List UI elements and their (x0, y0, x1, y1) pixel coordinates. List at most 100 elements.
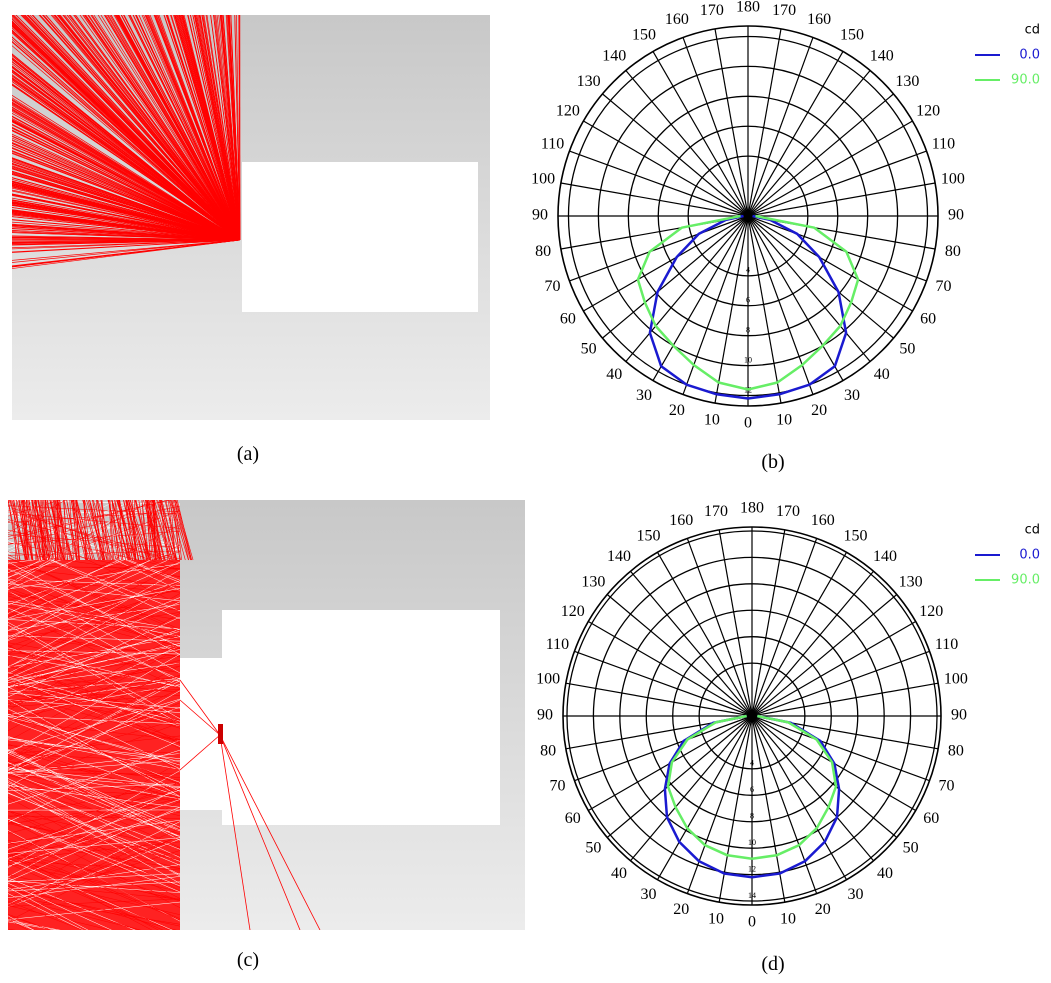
angle-label: 80 (540, 743, 556, 760)
angle-label: 100 (531, 171, 555, 188)
angle-label: 180 (740, 500, 764, 517)
target-plate (222, 610, 500, 825)
angle-label: 10 (776, 412, 792, 429)
angle-label: 140 (602, 47, 626, 64)
series-line (650, 216, 748, 399)
caption: (d) (761, 953, 784, 975)
ray (8, 469, 180, 501)
angle-label: 70 (545, 278, 561, 295)
angle-label: 160 (811, 512, 835, 529)
angle-label: 90 (532, 207, 548, 224)
angle-label: 160 (665, 11, 689, 28)
caption: (a) (237, 443, 259, 465)
angle-label: 20 (669, 402, 685, 419)
angle-label: 50 (899, 340, 915, 357)
angle-label: 40 (611, 865, 627, 882)
angle-label: 80 (945, 243, 961, 260)
angle-label: 20 (815, 901, 831, 918)
angle-label: 150 (632, 27, 656, 44)
legend-label: 90.0 (1011, 573, 1040, 588)
angle-label: 100 (536, 671, 560, 688)
ray (8, 447, 180, 504)
angle-label: 50 (903, 840, 919, 857)
angle-label: 170 (776, 503, 800, 520)
angle-label: 70 (549, 777, 565, 794)
legend-label: 0.0 (1019, 548, 1040, 563)
angle-label: 120 (561, 603, 585, 620)
series-line (665, 716, 752, 877)
angle-label: 90 (537, 707, 553, 724)
angle-label: 50 (585, 840, 601, 857)
angle-label: 90 (951, 707, 967, 724)
angle-label: 10 (704, 412, 720, 429)
angle-label: 70 (939, 777, 955, 794)
series-line (748, 216, 846, 399)
target-plate (242, 162, 478, 312)
angle-label: 90 (948, 207, 964, 224)
ray (8, 929, 180, 953)
angle-label: 120 (556, 103, 580, 120)
angle-label: 80 (535, 243, 551, 260)
angle-label: 60 (920, 311, 936, 328)
angle-label: 60 (560, 311, 576, 328)
angle-label: 100 (944, 671, 968, 688)
angle-label: 60 (565, 810, 581, 827)
angle-label: 150 (840, 27, 864, 44)
angle-label: 30 (844, 387, 860, 404)
angle-label: 140 (607, 548, 631, 565)
angle-label: 120 (919, 603, 943, 620)
angle-label: 180 (736, 0, 760, 16)
angle-label: 30 (641, 886, 657, 903)
render-a (0, 0, 490, 420)
series-line (752, 716, 839, 877)
angle-label: 30 (636, 387, 652, 404)
legend-label: 0.0 (1019, 48, 1040, 63)
angle-label: 10 (780, 911, 796, 928)
angle-label: 50 (581, 340, 597, 357)
caption: (c) (237, 949, 259, 971)
angle-label: 140 (870, 47, 894, 64)
render-c (8, 427, 525, 983)
angle-label: 0 (748, 914, 756, 931)
angle-label: 100 (941, 171, 965, 188)
polar-chart: 4681012140101020203030404050506060707080… (536, 500, 1040, 931)
angle-label: 110 (932, 136, 955, 153)
angle-label: 110 (541, 136, 564, 153)
ray (8, 470, 180, 501)
ray (8, 462, 180, 503)
angle-label: 30 (848, 886, 864, 903)
angle-label: 20 (811, 402, 827, 419)
angle-label: 80 (948, 743, 964, 760)
angle-label: 130 (577, 73, 601, 90)
angle-label: 130 (899, 574, 923, 591)
angle-label: 130 (581, 574, 605, 591)
angle-label: 170 (700, 2, 724, 19)
angle-label: 70 (935, 278, 951, 295)
angle-label: 110 (546, 636, 569, 653)
angle-label: 40 (874, 366, 890, 383)
angle-label: 40 (606, 366, 622, 383)
angle-label: 0 (744, 415, 752, 432)
ray (8, 930, 180, 983)
caption: (b) (761, 451, 784, 473)
source (218, 724, 223, 744)
angle-label: 20 (673, 901, 689, 918)
ray (8, 427, 180, 504)
legend-title: cd (1025, 523, 1040, 538)
angle-label: 10 (708, 911, 724, 928)
angle-label: 150 (637, 527, 661, 544)
figure: (a) (b) (c) (d) 468101201010202030304040… (0, 0, 1051, 983)
angle-label: 130 (895, 73, 919, 90)
legend-label: 90.0 (1011, 73, 1040, 88)
angle-label: 160 (807, 11, 831, 28)
angle-label: 40 (877, 865, 893, 882)
angle-label: 170 (772, 2, 796, 19)
angle-label: 60 (923, 810, 939, 827)
angle-label: 170 (704, 503, 728, 520)
legend-title: cd (1025, 23, 1040, 38)
angle-label: 120 (916, 103, 940, 120)
angle-label: 110 (935, 636, 958, 653)
angle-label: 150 (844, 527, 868, 544)
polar-chart: 4681012010102020303040405050606070708080… (531, 0, 1040, 432)
angle-label: 140 (873, 548, 897, 565)
